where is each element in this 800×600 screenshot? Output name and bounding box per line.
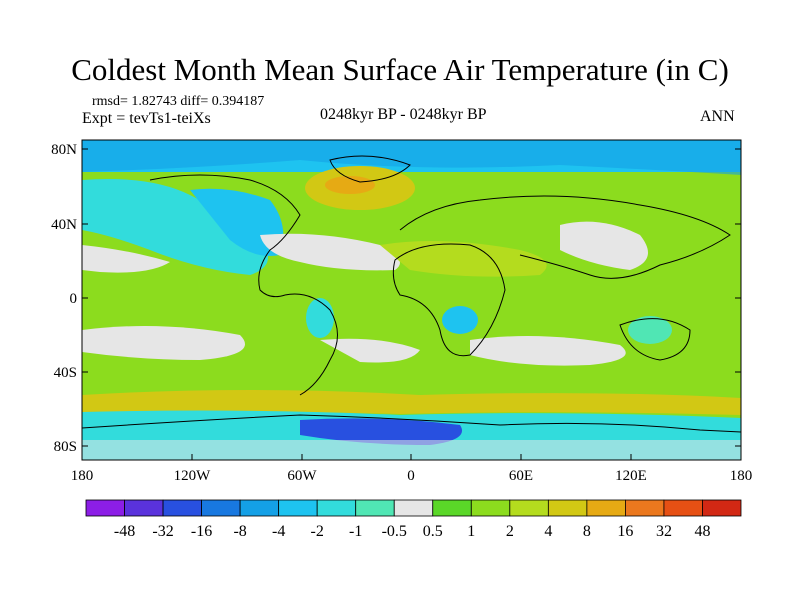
lon-label: 180 (730, 468, 753, 484)
colorbar-box (316, 499, 357, 517)
rmsd-diff-stats: rmsd= 1.82743 diff= 0.394187 (92, 94, 265, 109)
colorbar-labels: -48 -32 -16 -8 -4 -2 -1 -0.5 0.5 1 2 4 8 16 32 48 (114, 523, 711, 540)
coast-australia (619, 318, 691, 361)
coast-africa (392, 243, 506, 357)
field-neutral-asia (560, 221, 648, 270)
lat-label: 40S (54, 365, 77, 381)
colorbar-label: 32 (656, 523, 672, 540)
field-neutral-atlantic (260, 233, 400, 271)
coast-antarctica (82, 414, 741, 433)
colorbar-box (393, 499, 434, 517)
colorbar-label: 48 (694, 523, 710, 540)
field-neutral-pacific-s (82, 326, 245, 360)
field-warm-africa (380, 241, 547, 277)
field-neutral-indian (470, 336, 626, 366)
latitude-labels: 80N 40N 0 40S 80S (51, 142, 77, 455)
colorbar-label: -0.5 (382, 523, 407, 540)
colorbar-box (625, 499, 665, 517)
lon-label: 0 (407, 468, 415, 484)
colorbar-box (239, 499, 280, 517)
colorbar-box (509, 499, 549, 517)
colorbar-label: 1 (467, 523, 475, 540)
field-neutral-satlantic (320, 338, 420, 363)
field-samerica-cool-patch (306, 298, 334, 338)
colorbar-label: -48 (114, 523, 135, 540)
period-label: 0248kyr BP - 0248kyr BP (320, 106, 487, 123)
field-antarctic-neutral (82, 440, 741, 460)
colorbar-box (201, 499, 241, 517)
coastlines (82, 155, 741, 433)
colorbar-label: 8 (583, 523, 591, 540)
colorbar-label: -8 (233, 523, 246, 540)
coast-greenland (329, 155, 411, 183)
lon-label: 120W (174, 468, 212, 484)
colorbar-label: -1 (349, 523, 362, 540)
colorbar-label: -4 (272, 523, 285, 540)
colorbar-label: 2 (506, 523, 514, 540)
lat-label: 80S (54, 439, 77, 455)
temperature-field (82, 140, 741, 460)
colorbar-label: -2 (311, 523, 324, 540)
lon-label: 120E (615, 468, 647, 484)
coast-eurasia (399, 195, 731, 279)
colorbar-box (470, 499, 511, 517)
colorbar-box (355, 499, 395, 517)
colorbar-box (663, 499, 703, 517)
lat-label: 40N (51, 217, 77, 233)
coast-south-america (284, 293, 338, 396)
longitude-labels: 180 120W 60W 0 60E 120E 180 (71, 468, 753, 484)
lat-label: 0 (70, 291, 78, 307)
lon-label: 60E (509, 468, 533, 484)
colorbar-box (278, 499, 318, 517)
tick-marks (81, 148, 742, 460)
field-arctic-cool-core (82, 140, 741, 175)
lat-label: 80N (51, 142, 77, 158)
colorbar-box (547, 499, 588, 517)
experiment-label: Expt = tevTs1-teiXs (82, 110, 211, 127)
field-antarctic-cold-core (300, 418, 462, 445)
colorbar-box (162, 499, 202, 517)
colorbar-box (85, 499, 125, 517)
field-australia-cool-patch (628, 316, 672, 344)
field-npacific-cool (82, 179, 268, 275)
field-africa-cool-patch (442, 306, 478, 334)
colorbar-box (124, 499, 164, 517)
field-neutral-pacific-n (82, 245, 170, 273)
field-namerica-cool (190, 188, 284, 256)
colorbar-label: 16 (617, 523, 633, 540)
coast-north-america (149, 174, 301, 298)
colorbar-label: -32 (152, 523, 173, 540)
colorbar-label: -16 (191, 523, 212, 540)
colorbar-box (702, 499, 742, 517)
season-label: ANN (700, 108, 735, 125)
map-title: Coldest Month Mean Surface Air Temperatu… (71, 52, 729, 87)
colorbar: -48 -32 -16 -8 -4 -2 -1 -0.5 0.5 1 2 4 8 16 32 48 (85, 499, 742, 540)
field-natlantic-warm-core (325, 176, 375, 194)
field-southern-warm-band (82, 390, 741, 415)
lon-label: 180 (71, 468, 94, 484)
colorbar-box (586, 499, 626, 517)
colorbar-boxes (85, 499, 742, 517)
colorbar-label: 4 (544, 523, 552, 540)
lon-label: 60W (287, 468, 317, 484)
colorbar-label: 0.5 (423, 523, 443, 540)
colorbar-box (432, 499, 472, 517)
